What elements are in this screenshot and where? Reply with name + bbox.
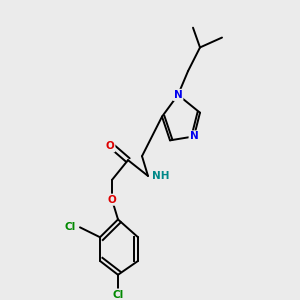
Text: NH: NH <box>152 171 169 181</box>
Text: Cl: Cl <box>112 290 124 300</box>
Text: O: O <box>106 141 114 151</box>
Text: N: N <box>190 131 198 141</box>
Text: N: N <box>174 90 182 100</box>
Text: O: O <box>108 195 116 205</box>
Text: Cl: Cl <box>65 222 76 232</box>
